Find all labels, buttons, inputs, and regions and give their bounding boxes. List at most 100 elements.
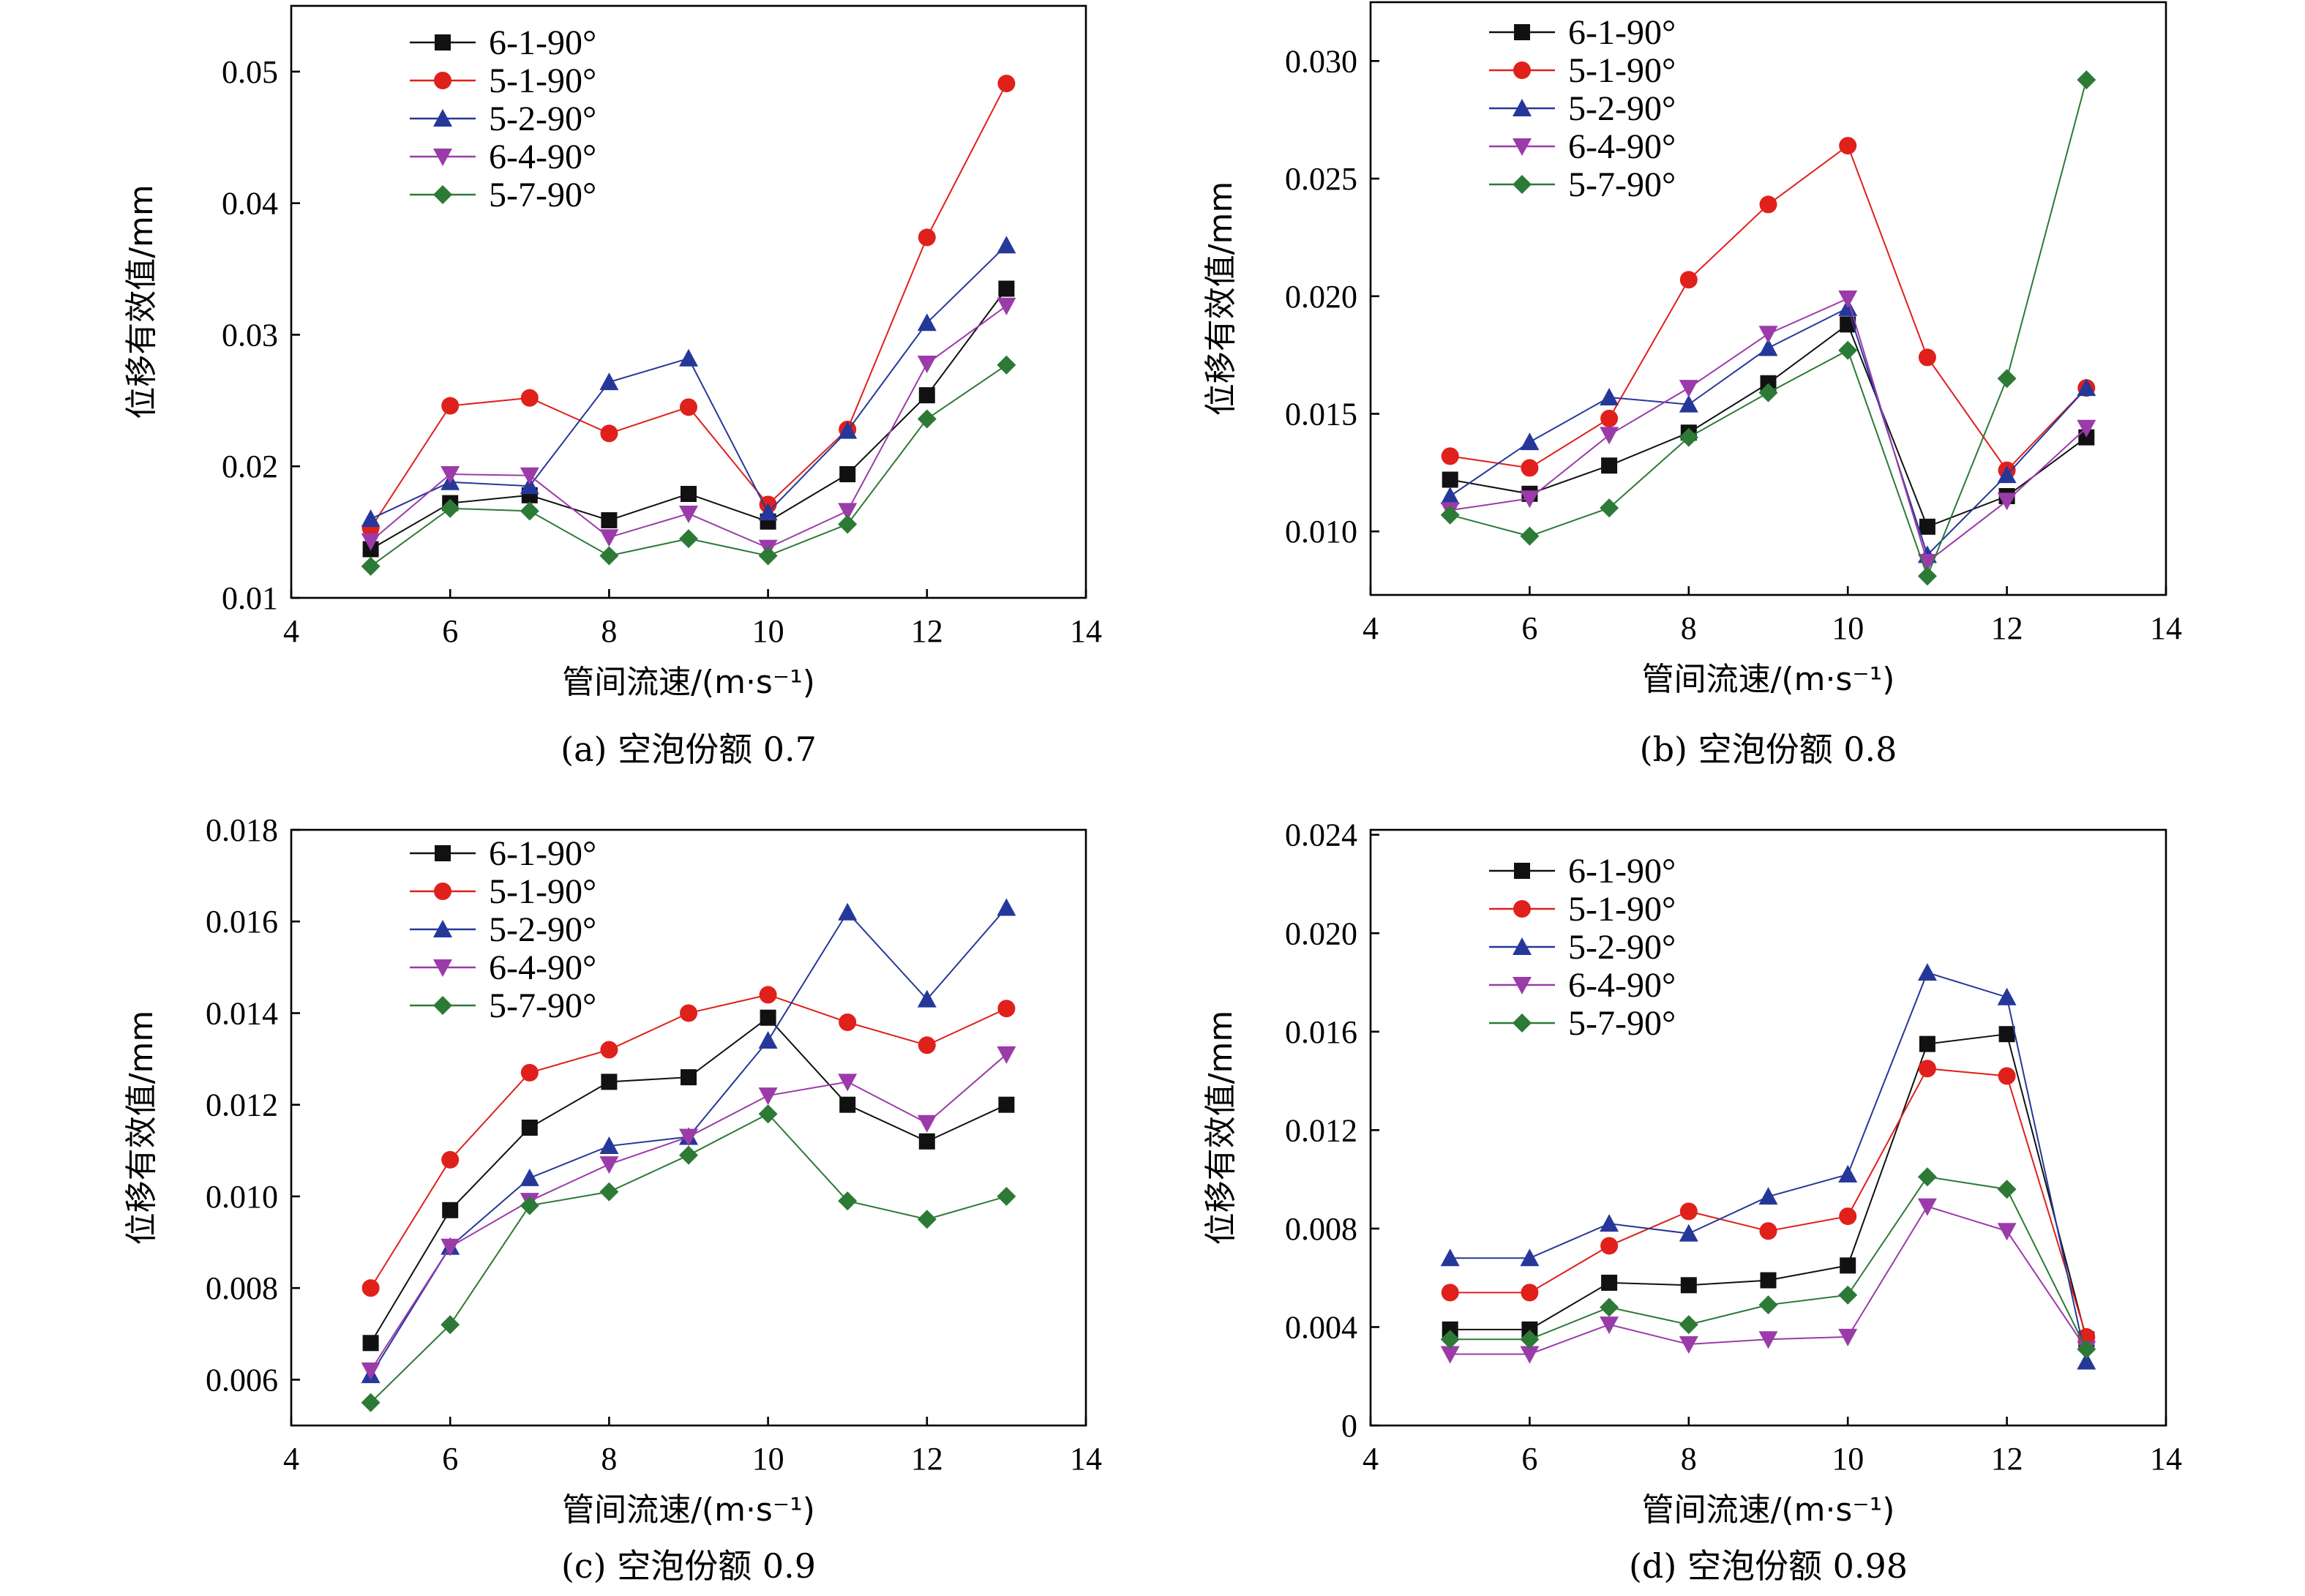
data-point (599, 1136, 619, 1155)
data-point (601, 1074, 618, 1090)
data-point (1838, 291, 1858, 308)
data-point (1758, 1187, 1778, 1205)
data-point (1521, 1321, 1538, 1338)
series-6-4-90 (361, 297, 1016, 558)
data-point (1600, 388, 1619, 405)
data-point (1998, 1067, 2016, 1085)
y-axis-label: 位移有效值/mm (1202, 181, 1240, 416)
data-point (917, 1210, 937, 1229)
data-point (1520, 1330, 1540, 1349)
series-5-2-90 (361, 236, 1016, 528)
data-point (1917, 963, 1937, 981)
data-point (1679, 1224, 1698, 1242)
legend-marker (433, 920, 452, 937)
data-point (918, 1133, 935, 1150)
data-point (998, 1096, 1015, 1113)
data-point (917, 1114, 937, 1133)
y-tick-label: 0.010 (206, 1179, 278, 1215)
series-5-7-90 (361, 355, 1016, 576)
data-point (1758, 1295, 1778, 1315)
legend-entry: 5-1-90° (410, 872, 596, 911)
data-point (997, 898, 1016, 916)
data-point (1917, 1198, 1937, 1216)
data-point (1440, 1346, 1460, 1364)
data-point (441, 397, 460, 415)
y-tick-label: 0.004 (1285, 1309, 1357, 1345)
data-point (520, 476, 539, 495)
x-tick-label: 10 (752, 1441, 784, 1477)
legend-entry: 6-1-90° (410, 834, 596, 873)
legend-entry: 5-7-90° (1489, 165, 1676, 204)
x-tick-label: 10 (752, 613, 784, 649)
data-point (1440, 487, 1460, 504)
data-point (520, 501, 539, 521)
legend-marker (1513, 900, 1531, 918)
data-point (1840, 1257, 1856, 1274)
data-point (2077, 419, 2096, 438)
data-point (1758, 383, 1778, 402)
data-point (997, 355, 1016, 375)
x-tick-label: 8 (601, 613, 617, 649)
data-point (917, 989, 937, 1008)
legend-marker (435, 845, 451, 861)
data-point (1839, 1207, 1857, 1226)
data-point (442, 1202, 459, 1218)
legend-entry: 6-4-90° (410, 138, 596, 176)
data-point (1997, 1223, 2017, 1241)
data-point (838, 421, 858, 439)
legend-label: 6-1-90° (1568, 852, 1676, 891)
legend-label: 5-7-90° (489, 176, 596, 214)
legend-marker (1513, 99, 1532, 116)
data-point (998, 280, 1015, 297)
series-5-1-90 (361, 986, 1016, 1297)
data-point (679, 529, 698, 549)
legend-marker (1514, 863, 1530, 879)
legend-marker (433, 959, 452, 977)
data-point (1520, 526, 1540, 546)
panel-caption: (c) 空泡份额 0.9 (561, 1546, 816, 1586)
data-point (1442, 471, 1458, 488)
data-point (1520, 1248, 1540, 1267)
series-5-1-90 (1441, 137, 2096, 479)
legend-marker (1513, 1014, 1532, 1033)
legend-marker (434, 883, 451, 900)
legend-label: 5-7-90° (1568, 1004, 1676, 1043)
plot-frame (1369, 828, 2167, 1427)
legend-entry: 6-1-90° (1489, 852, 1676, 891)
data-point (839, 1096, 856, 1113)
legend-marker (433, 185, 452, 204)
legend-label: 6-1-90° (1568, 13, 1676, 52)
x-tick-label: 8 (1681, 610, 1697, 646)
legend-label: 5-1-90° (489, 61, 596, 100)
series-6-4-90 (361, 1046, 1016, 1380)
y-tick-label: 0.04 (222, 186, 278, 222)
data-point (1838, 340, 1858, 360)
legend-entry: 6-1-90° (1489, 13, 1676, 52)
data-point (1838, 1285, 1858, 1305)
y-tick-label: 0.03 (222, 317, 278, 353)
data-point (1917, 566, 1937, 586)
panel-caption: (b) 空泡份额 0.8 (1640, 730, 1897, 769)
series-5-7-90 (1440, 1167, 2096, 1359)
x-axis-label: 管间流速/(m·s⁻¹) (562, 1491, 815, 1529)
series-line (370, 1016, 1007, 1344)
series-5-7-90 (361, 1104, 1016, 1412)
data-point (361, 1362, 381, 1380)
data-point (1679, 380, 1698, 398)
x-tick-label: 6 (442, 613, 458, 649)
legend-label: 6-1-90° (489, 834, 596, 873)
legend-label: 6-4-90° (1568, 966, 1676, 1005)
legend-entry: 5-2-90° (410, 100, 596, 138)
legend-marker (1513, 977, 1532, 994)
data-point (1759, 195, 1777, 214)
data-point (1600, 1316, 1619, 1335)
y-tick-label: 0.02 (222, 449, 278, 484)
legend-entry: 5-2-90° (1489, 89, 1676, 128)
legend-entry: 5-7-90° (1489, 1004, 1676, 1043)
data-point (917, 355, 937, 373)
data-point (679, 348, 698, 367)
data-point (2077, 1352, 2096, 1370)
data-point (838, 1074, 858, 1092)
data-point (1997, 1180, 2017, 1199)
